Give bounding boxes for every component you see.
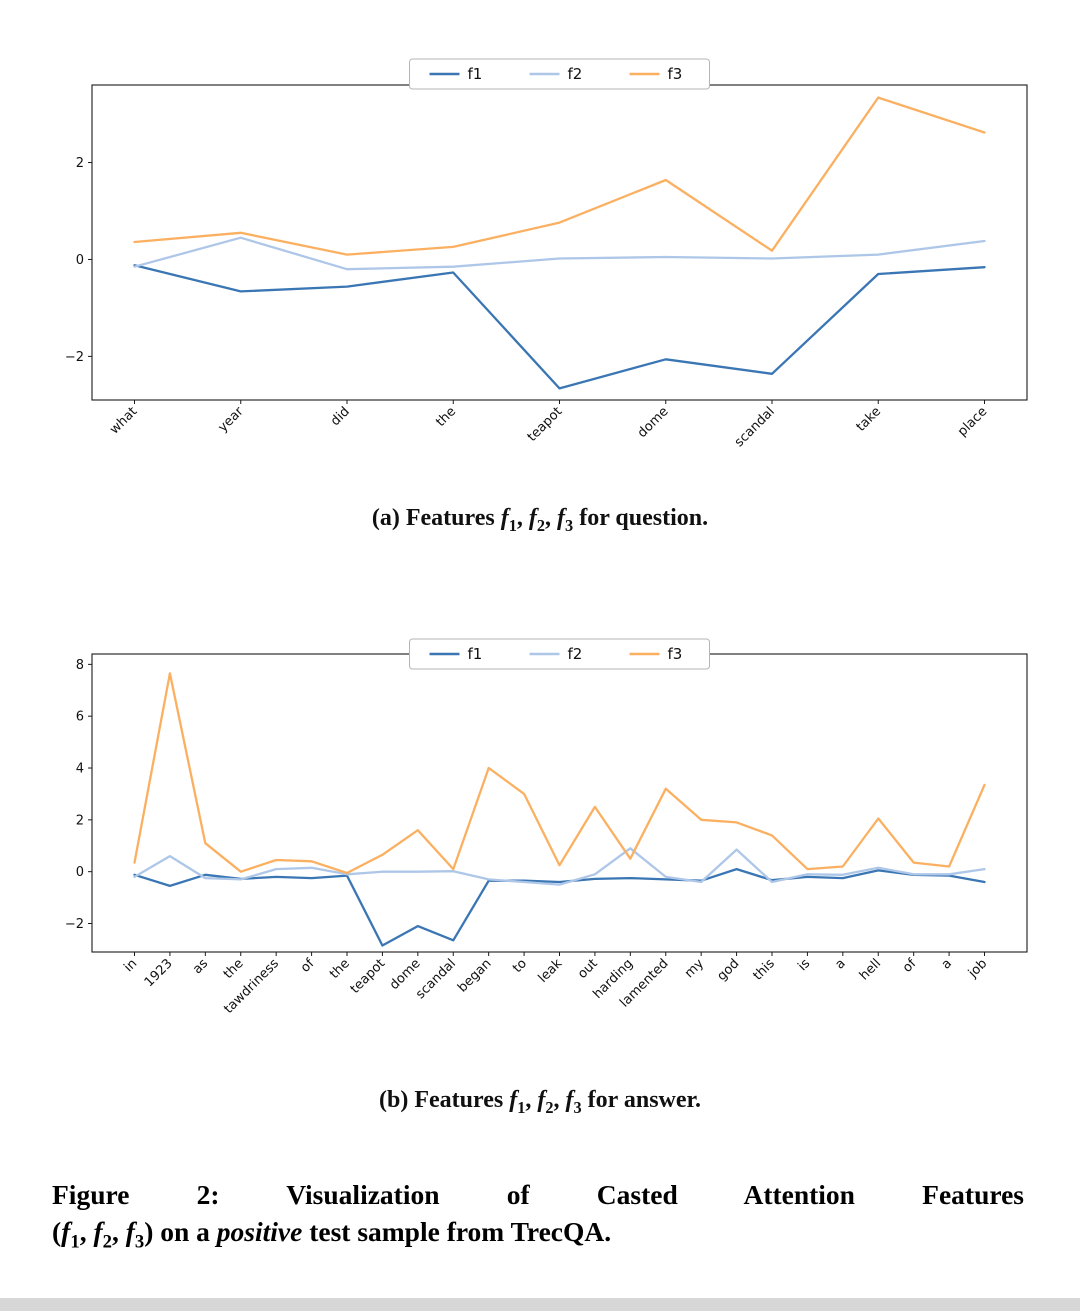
legend-label-f3: f3 — [668, 645, 683, 663]
x-tick-label: year — [215, 404, 247, 436]
caption-segment: f1 — [509, 1086, 526, 1117]
legend-label-f2: f2 — [568, 645, 583, 663]
subfigure-a: −2 0 2 what year did the teapot dome scandal take p… — [0, 55, 1080, 536]
caption-segment: f2 — [537, 1086, 554, 1117]
caption-segment: , — [553, 1086, 566, 1113]
y-tick-label: 0 — [76, 253, 84, 268]
series-line-f1 — [133, 264, 986, 390]
caption-segment: test sample from TrecQA. — [302, 1215, 612, 1247]
x-tick-label: hell — [857, 956, 884, 983]
caption-segment: f3 — [557, 505, 574, 535]
x-tick-label: of — [900, 956, 920, 976]
y-tick-label: 6 — [76, 709, 84, 724]
caption-segment: f1 — [500, 505, 517, 535]
x-tick-label: of — [298, 956, 318, 976]
x-tick-label: take — [854, 404, 885, 435]
caption-segment: (a) Features — [371, 505, 501, 531]
caption-segment: , — [545, 505, 558, 531]
caption-line: (b) Features f1, f2, f3 for answer. — [0, 1087, 1080, 1118]
series-line-f2 — [133, 236, 986, 271]
caption-segment: f1 — [61, 1215, 80, 1253]
caption-segment: ) on a — [144, 1215, 217, 1247]
x-tick-label: a — [832, 956, 848, 972]
series-line-f2 — [133, 846, 986, 886]
legend-label-f2: f2 — [568, 65, 583, 83]
question-features-chart: −2 0 2 what year did the teapot dome scandal take p… — [65, 58, 1028, 450]
caption-line: (f1, f2, f3) on a positive test sample f… — [52, 1213, 1024, 1255]
caption-line: (a) Features f1, f2, f3 for question. — [0, 505, 1080, 536]
caption-segment: f2 — [93, 1215, 112, 1253]
x-tick-label: to — [510, 956, 530, 976]
caption-a: (a) Features f1, f2, f3 for question. — [0, 505, 1080, 536]
x-tick-label: the — [221, 956, 247, 982]
x-tick-label: scandal — [413, 956, 459, 1002]
x-tick-label: what — [107, 404, 140, 437]
y-tick-label: 8 — [76, 658, 84, 673]
caption-segment: f2 — [528, 505, 546, 535]
caption-segment: Figure 2: Visualization of Casted Attent… — [52, 1178, 1024, 1210]
x-tick-label: teapot — [348, 956, 389, 997]
caption-segment: , — [525, 1086, 538, 1113]
y-tick-label: −2 — [65, 350, 84, 365]
x-tick-label: god — [715, 956, 743, 984]
x-tick-label: out — [575, 956, 601, 982]
figure-caption: Figure 2: Visualization of Casted Attent… — [52, 1176, 1024, 1255]
caption-segment: f3 — [125, 1215, 145, 1253]
x-tick-label: the — [327, 956, 353, 982]
y-tick-label: 2 — [76, 156, 84, 171]
caption-segment: for question. — [573, 505, 709, 531]
series-line-f3 — [133, 96, 986, 256]
caption-segment: positive — [216, 1215, 303, 1247]
x-tick-label: place — [955, 404, 990, 439]
y-tick-label: 2 — [76, 813, 84, 828]
x-tick-label: is — [795, 956, 813, 974]
x-tick-label: my — [682, 956, 707, 981]
x-tick-label: in — [121, 956, 140, 975]
legend-label-f3: f3 — [668, 65, 683, 83]
plot-frame — [91, 653, 1028, 953]
y-tick-label: 4 — [76, 761, 84, 776]
caption-segment: f3 — [565, 1086, 582, 1117]
legend-label-f1: f1 — [468, 645, 483, 663]
caption-segment: , — [111, 1215, 126, 1247]
x-tick-label: the — [433, 404, 459, 430]
page-bottom-strip — [0, 1298, 1080, 1311]
plot-frame — [91, 84, 1028, 401]
caption-b: (b) Features f1, f2, f3 for answer. — [0, 1087, 1080, 1118]
caption-segment: ( — [52, 1215, 62, 1247]
x-tick-label: 1923 — [142, 956, 176, 990]
caption-line: Figure 2: Visualization of Casted Attent… — [52, 1176, 1024, 1213]
caption-segment: for answer. — [581, 1086, 701, 1113]
caption-segment: (b) Features — [378, 1086, 510, 1113]
x-tick-label: leak — [536, 956, 566, 986]
y-tick-label: 0 — [76, 865, 84, 880]
x-tick-label: began — [455, 956, 494, 995]
y-tick-label: −2 — [65, 917, 84, 932]
series-line-f3 — [133, 672, 986, 874]
x-tick-label: dome — [635, 404, 672, 441]
caption-segment: , — [79, 1215, 94, 1247]
x-tick-label: as — [190, 956, 211, 977]
x-tick-label: scandal — [732, 404, 778, 450]
x-tick-label: teapot — [525, 404, 566, 445]
x-tick-label: job — [965, 956, 990, 981]
x-tick-label: a — [939, 956, 955, 972]
series-line-f1 — [133, 867, 986, 947]
x-tick-label: this — [750, 956, 778, 984]
legend-label-f1: f1 — [468, 65, 483, 83]
subfigure-b: −2 0 2 4 6 8 in 1923 as the tawdriness of the teapot d… — [0, 634, 1080, 1118]
x-tick-label: did — [328, 404, 353, 429]
caption-segment: , — [516, 505, 529, 531]
